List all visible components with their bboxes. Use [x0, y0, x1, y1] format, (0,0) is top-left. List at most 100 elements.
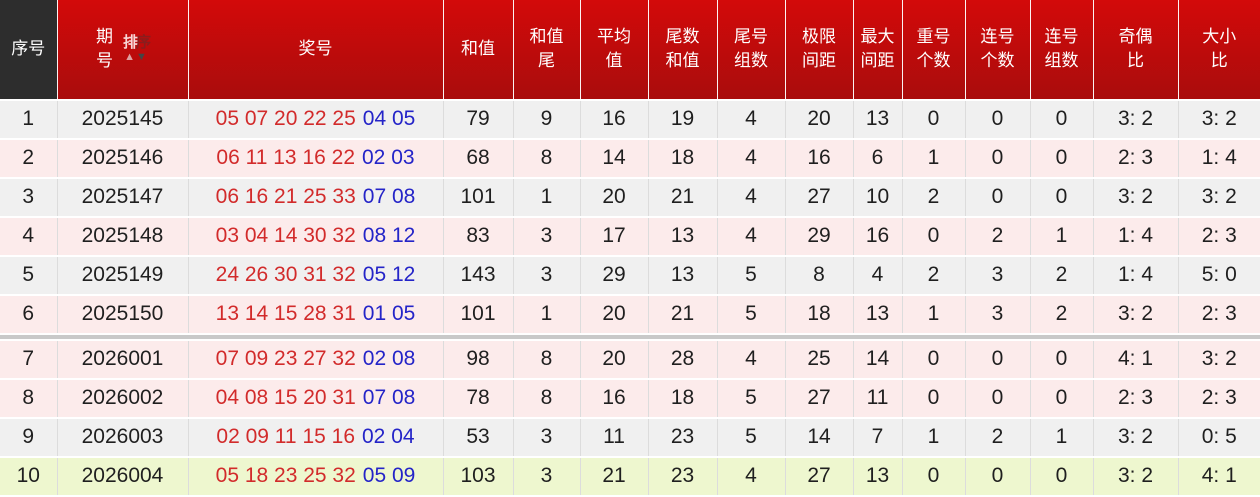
row-stat: 20 [580, 339, 649, 380]
row-stat: 13 [853, 99, 903, 140]
row-stat: 23 [648, 417, 718, 458]
row-stat: 0 [965, 138, 1031, 179]
front-zone-numbers: 24 26 30 31 32 [215, 263, 356, 287]
row-stat: 0 [1030, 378, 1094, 419]
row-seq: 8 [0, 378, 58, 419]
row-seq: 10 [0, 456, 58, 497]
table-body: 1 2025145 05 07 20 22 25 04 05 79 9 16 19 4 20 13 0… [0, 99, 1260, 497]
row-seq: 4 [0, 216, 58, 257]
row-seq: 5 [0, 255, 58, 296]
row-stat: 2: 3 [1093, 378, 1179, 419]
column-header: 最大 间距 [853, 0, 903, 101]
table-row: 5 2025149 24 26 30 31 32 05 12 143 3 29 13 5 8 4 2 3… [0, 255, 1260, 296]
column-header: 大小 比 [1178, 0, 1260, 101]
column-header: 和值 尾 [513, 0, 581, 101]
row-stat: 1: 4 [1178, 138, 1260, 179]
row-stat: 3: 2 [1093, 99, 1179, 140]
front-zone-numbers: 06 16 21 25 33 [215, 185, 356, 209]
table-row: 6 2025150 13 14 15 28 31 01 05 101 1 20 21 5 18 13… [0, 294, 1260, 335]
row-period: 2026001 [57, 339, 189, 380]
table-row: 8 2026002 04 08 15 20 31 07 08 78 8 16 18 5 27 11 0… [0, 378, 1260, 419]
sort-desc-icon[interactable]: ▼ [136, 51, 148, 64]
year-divider [0, 333, 1260, 341]
row-stat: 0 [1030, 339, 1094, 380]
row-stat: 0 [902, 378, 966, 419]
row-stat: 18 [785, 294, 854, 335]
front-zone-numbers: 07 09 23 27 32 [215, 347, 356, 371]
row-stat: 4: 1 [1178, 456, 1260, 497]
row-stat: 2: 3 [1178, 294, 1260, 335]
row-stat: 0 [965, 99, 1031, 140]
table-row: 10 2026004 05 18 23 25 32 05 09 103 3 21 23 4 27 1… [0, 456, 1260, 497]
row-stat: 25 [785, 339, 854, 380]
sort-control[interactable]: 排序 ▲▼ [122, 34, 151, 64]
row-stat: 98 [443, 339, 514, 380]
row-stat: 101 [443, 177, 514, 218]
row-period: 2026002 [57, 378, 189, 419]
row-stat: 21 [580, 456, 649, 497]
row-stat: 0 [902, 339, 966, 380]
row-prize-numbers: 05 07 20 22 25 04 05 [188, 99, 444, 140]
front-zone-numbers: 04 08 15 20 31 [215, 386, 356, 410]
row-stat: 5 [717, 294, 786, 335]
row-stat: 18 [648, 378, 718, 419]
row-stat: 2: 3 [1093, 138, 1179, 179]
row-stat: 5 [717, 255, 786, 296]
row-prize-numbers: 07 09 23 27 32 02 08 [188, 339, 444, 380]
row-stat: 0 [965, 456, 1031, 497]
row-stat: 53 [443, 417, 514, 458]
sort-label-char1: 排 [122, 34, 138, 52]
row-seq: 1 [0, 99, 58, 140]
row-stat: 0 [965, 177, 1031, 218]
row-stat: 2: 3 [1178, 216, 1260, 257]
front-zone-numbers: 03 04 14 30 32 [215, 224, 356, 248]
back-zone-numbers: 02 04 [362, 425, 415, 449]
column-header: 连号 组数 [1030, 0, 1094, 101]
row-stat: 8 [513, 138, 581, 179]
row-period: 2025148 [57, 216, 189, 257]
row-prize-numbers: 06 11 13 16 22 02 03 [188, 138, 444, 179]
column-header: 奇偶 比 [1093, 0, 1179, 101]
row-stat: 29 [785, 216, 854, 257]
row-stat: 0: 5 [1178, 417, 1260, 458]
row-stat: 1 [1030, 417, 1094, 458]
row-stat: 4 [717, 99, 786, 140]
row-stat: 68 [443, 138, 514, 179]
row-seq: 9 [0, 417, 58, 458]
sort-label: 排序 [122, 34, 151, 52]
row-period: 2026004 [57, 456, 189, 497]
row-stat: 6 [853, 138, 903, 179]
row-stat: 103 [443, 456, 514, 497]
row-stat: 13 [853, 294, 903, 335]
back-zone-numbers: 08 12 [362, 224, 416, 248]
row-stat: 101 [443, 294, 514, 335]
row-stat: 14 [853, 339, 903, 380]
row-stat: 16 [580, 378, 649, 419]
row-prize-numbers: 02 09 11 15 16 02 04 [188, 417, 444, 458]
row-prize-numbers: 05 18 23 25 32 05 09 [188, 456, 444, 497]
row-stat: 1 [513, 294, 581, 335]
sort-asc-icon[interactable]: ▲ [124, 51, 136, 64]
front-zone-numbers: 05 07 20 22 25 [215, 107, 356, 131]
row-stat: 13 [853, 456, 903, 497]
row-stat: 27 [785, 177, 854, 218]
back-zone-numbers: 07 08 [362, 386, 416, 410]
back-zone-numbers: 05 12 [362, 263, 416, 287]
row-stat: 2 [1030, 255, 1094, 296]
row-stat: 4: 1 [1093, 339, 1179, 380]
row-stat: 1 [902, 417, 966, 458]
row-stat: 0 [1030, 456, 1094, 497]
row-stat: 79 [443, 99, 514, 140]
row-stat: 21 [648, 177, 718, 218]
row-stat: 1 [902, 138, 966, 179]
row-stat: 0 [965, 339, 1031, 380]
table-row: 4 2025148 03 04 14 30 32 08 12 83 3 17 13 4 29 16 0… [0, 216, 1260, 257]
row-stat: 14 [580, 138, 649, 179]
row-stat: 13 [648, 216, 718, 257]
back-zone-numbers: 07 08 [362, 185, 416, 209]
table-row: 9 2026003 02 09 11 15 16 02 04 53 3 11 23 5 14 7 1 2… [0, 417, 1260, 458]
table-row: 1 2025145 05 07 20 22 25 04 05 79 9 16 19 4 20 13 0… [0, 99, 1260, 140]
row-stat: 8 [513, 378, 581, 419]
row-stat: 3: 2 [1178, 339, 1260, 380]
row-stat: 16 [580, 99, 649, 140]
